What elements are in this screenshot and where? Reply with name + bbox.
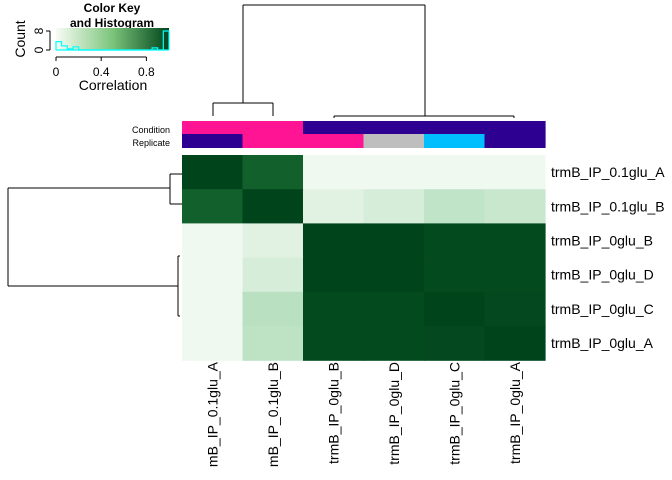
color-key-ylabel: Count bbox=[12, 20, 28, 57]
heatmap-cell bbox=[242, 155, 304, 190]
replicate-annotation-cell bbox=[484, 134, 546, 148]
heatmap-cell bbox=[484, 189, 546, 224]
heatmap-cell bbox=[303, 291, 365, 327]
heatmap-cell bbox=[182, 326, 244, 361]
heatmap-cell bbox=[363, 223, 425, 259]
color-key-gradient bbox=[56, 28, 169, 50]
heatmap-cell bbox=[303, 189, 365, 224]
heatmap-cell bbox=[363, 189, 425, 224]
replicate-annotation-cell bbox=[424, 134, 486, 148]
replicate-annotation-cell bbox=[363, 134, 425, 148]
heatmap-cell bbox=[303, 155, 365, 190]
row-label: trmB_IP_0glu_C bbox=[551, 301, 654, 317]
column-labels: mB_IP_0.1glu_A mB_IP_0.1glu_B trmB_IP_0glu… bbox=[204, 361, 523, 467]
color-key-y-tick: 8 bbox=[32, 27, 46, 34]
heatmap-cell bbox=[303, 326, 365, 361]
replicate-annotation-cell bbox=[242, 134, 304, 148]
heatmap-cell bbox=[424, 155, 486, 190]
condition-annotation-cell bbox=[242, 121, 304, 134]
color-key-x-tick: 0.4 bbox=[93, 65, 110, 79]
heatmap-cell bbox=[424, 291, 486, 327]
color-key-x-tick: 0 bbox=[53, 65, 60, 79]
heatmap-cell bbox=[182, 189, 244, 224]
heatmap-cell bbox=[424, 257, 486, 293]
condition-annotation-cell bbox=[484, 121, 546, 134]
column-label: trmB_IP_0glu_A bbox=[507, 361, 523, 464]
row-label: trmB_IP_0glu_B bbox=[551, 233, 653, 249]
heatmap-cell bbox=[363, 257, 425, 293]
color-key-xlabel: Correlation bbox=[79, 77, 147, 93]
condition-annotation-cell bbox=[424, 121, 486, 134]
column-label: trmB_IP_0glu_C bbox=[446, 362, 462, 465]
replicate-annotation-cell bbox=[303, 134, 365, 148]
heatmap-cell bbox=[242, 223, 304, 259]
heatmap-cell bbox=[363, 155, 425, 190]
heatmap-cell bbox=[424, 189, 486, 224]
heatmap-cell bbox=[242, 257, 304, 293]
heatmap-cell bbox=[182, 291, 244, 327]
annotation-bars bbox=[182, 121, 546, 148]
column-label: trmB_IP_0glu_B bbox=[325, 362, 341, 464]
column-label: trmB_IP_0glu_D bbox=[386, 362, 402, 465]
column-label: mB_IP_0.1glu_A bbox=[204, 361, 220, 467]
color-key-axes: 0 0.4 0.8 0 8 bbox=[32, 27, 155, 79]
row-label: trmB_IP_0glu_A bbox=[551, 335, 654, 351]
condition-annotation-cell bbox=[303, 121, 365, 134]
heatmap-cell bbox=[363, 326, 425, 361]
condition-annotation-cell bbox=[182, 121, 244, 134]
heatmap-cell bbox=[484, 223, 546, 259]
color-key: Color Key and Histogram 0 0.4 0.8 0 8 Correl… bbox=[12, 1, 170, 93]
row-label: trmB_IP_0glu_D bbox=[551, 267, 654, 283]
heatmap-cell bbox=[484, 155, 546, 190]
condition-annotation-cell bbox=[363, 121, 425, 134]
color-key-title-line2: and Histogram bbox=[70, 16, 154, 30]
heatmap-cell bbox=[242, 189, 304, 224]
heatmap-cell bbox=[484, 326, 546, 361]
heatmap-cell bbox=[242, 326, 304, 361]
color-key-y-tick: 0 bbox=[32, 46, 46, 53]
row-label: trmB_IP_0.1glu_A bbox=[551, 164, 665, 180]
heatmap-cell bbox=[424, 326, 486, 361]
heatmap-cell bbox=[182, 257, 244, 293]
color-key-x-tick: 0.8 bbox=[138, 65, 155, 79]
annotation-label-replicate: Replicate bbox=[132, 138, 170, 148]
color-key-histogram bbox=[55, 30, 170, 51]
row-dendrogram bbox=[7, 173, 182, 317]
heatmap-cell bbox=[484, 291, 546, 327]
annotation-label-condition: Condition bbox=[132, 125, 170, 135]
row-labels: trmB_IP_0.1glu_A trmB_IP_0.1glu_B trmB_IP_… bbox=[551, 164, 665, 351]
row-label: trmB_IP_0.1glu_B bbox=[551, 198, 665, 214]
heatmap-cell bbox=[303, 223, 365, 259]
replicate-annotation-cell bbox=[182, 134, 244, 148]
heatmap-cell bbox=[242, 291, 304, 327]
heatmap-cell bbox=[303, 257, 365, 293]
heatmap-cell bbox=[363, 291, 425, 327]
color-key-title-line1: Color Key bbox=[84, 1, 141, 15]
heatmap-cell bbox=[484, 257, 546, 293]
column-label: mB_IP_0.1glu_B bbox=[265, 362, 281, 467]
heatmap-cell bbox=[424, 223, 486, 259]
column-dendrogram bbox=[212, 4, 515, 118]
heatmap-cell bbox=[182, 223, 244, 259]
heatmap-cells bbox=[182, 155, 546, 361]
heatmap-cell bbox=[182, 155, 244, 190]
